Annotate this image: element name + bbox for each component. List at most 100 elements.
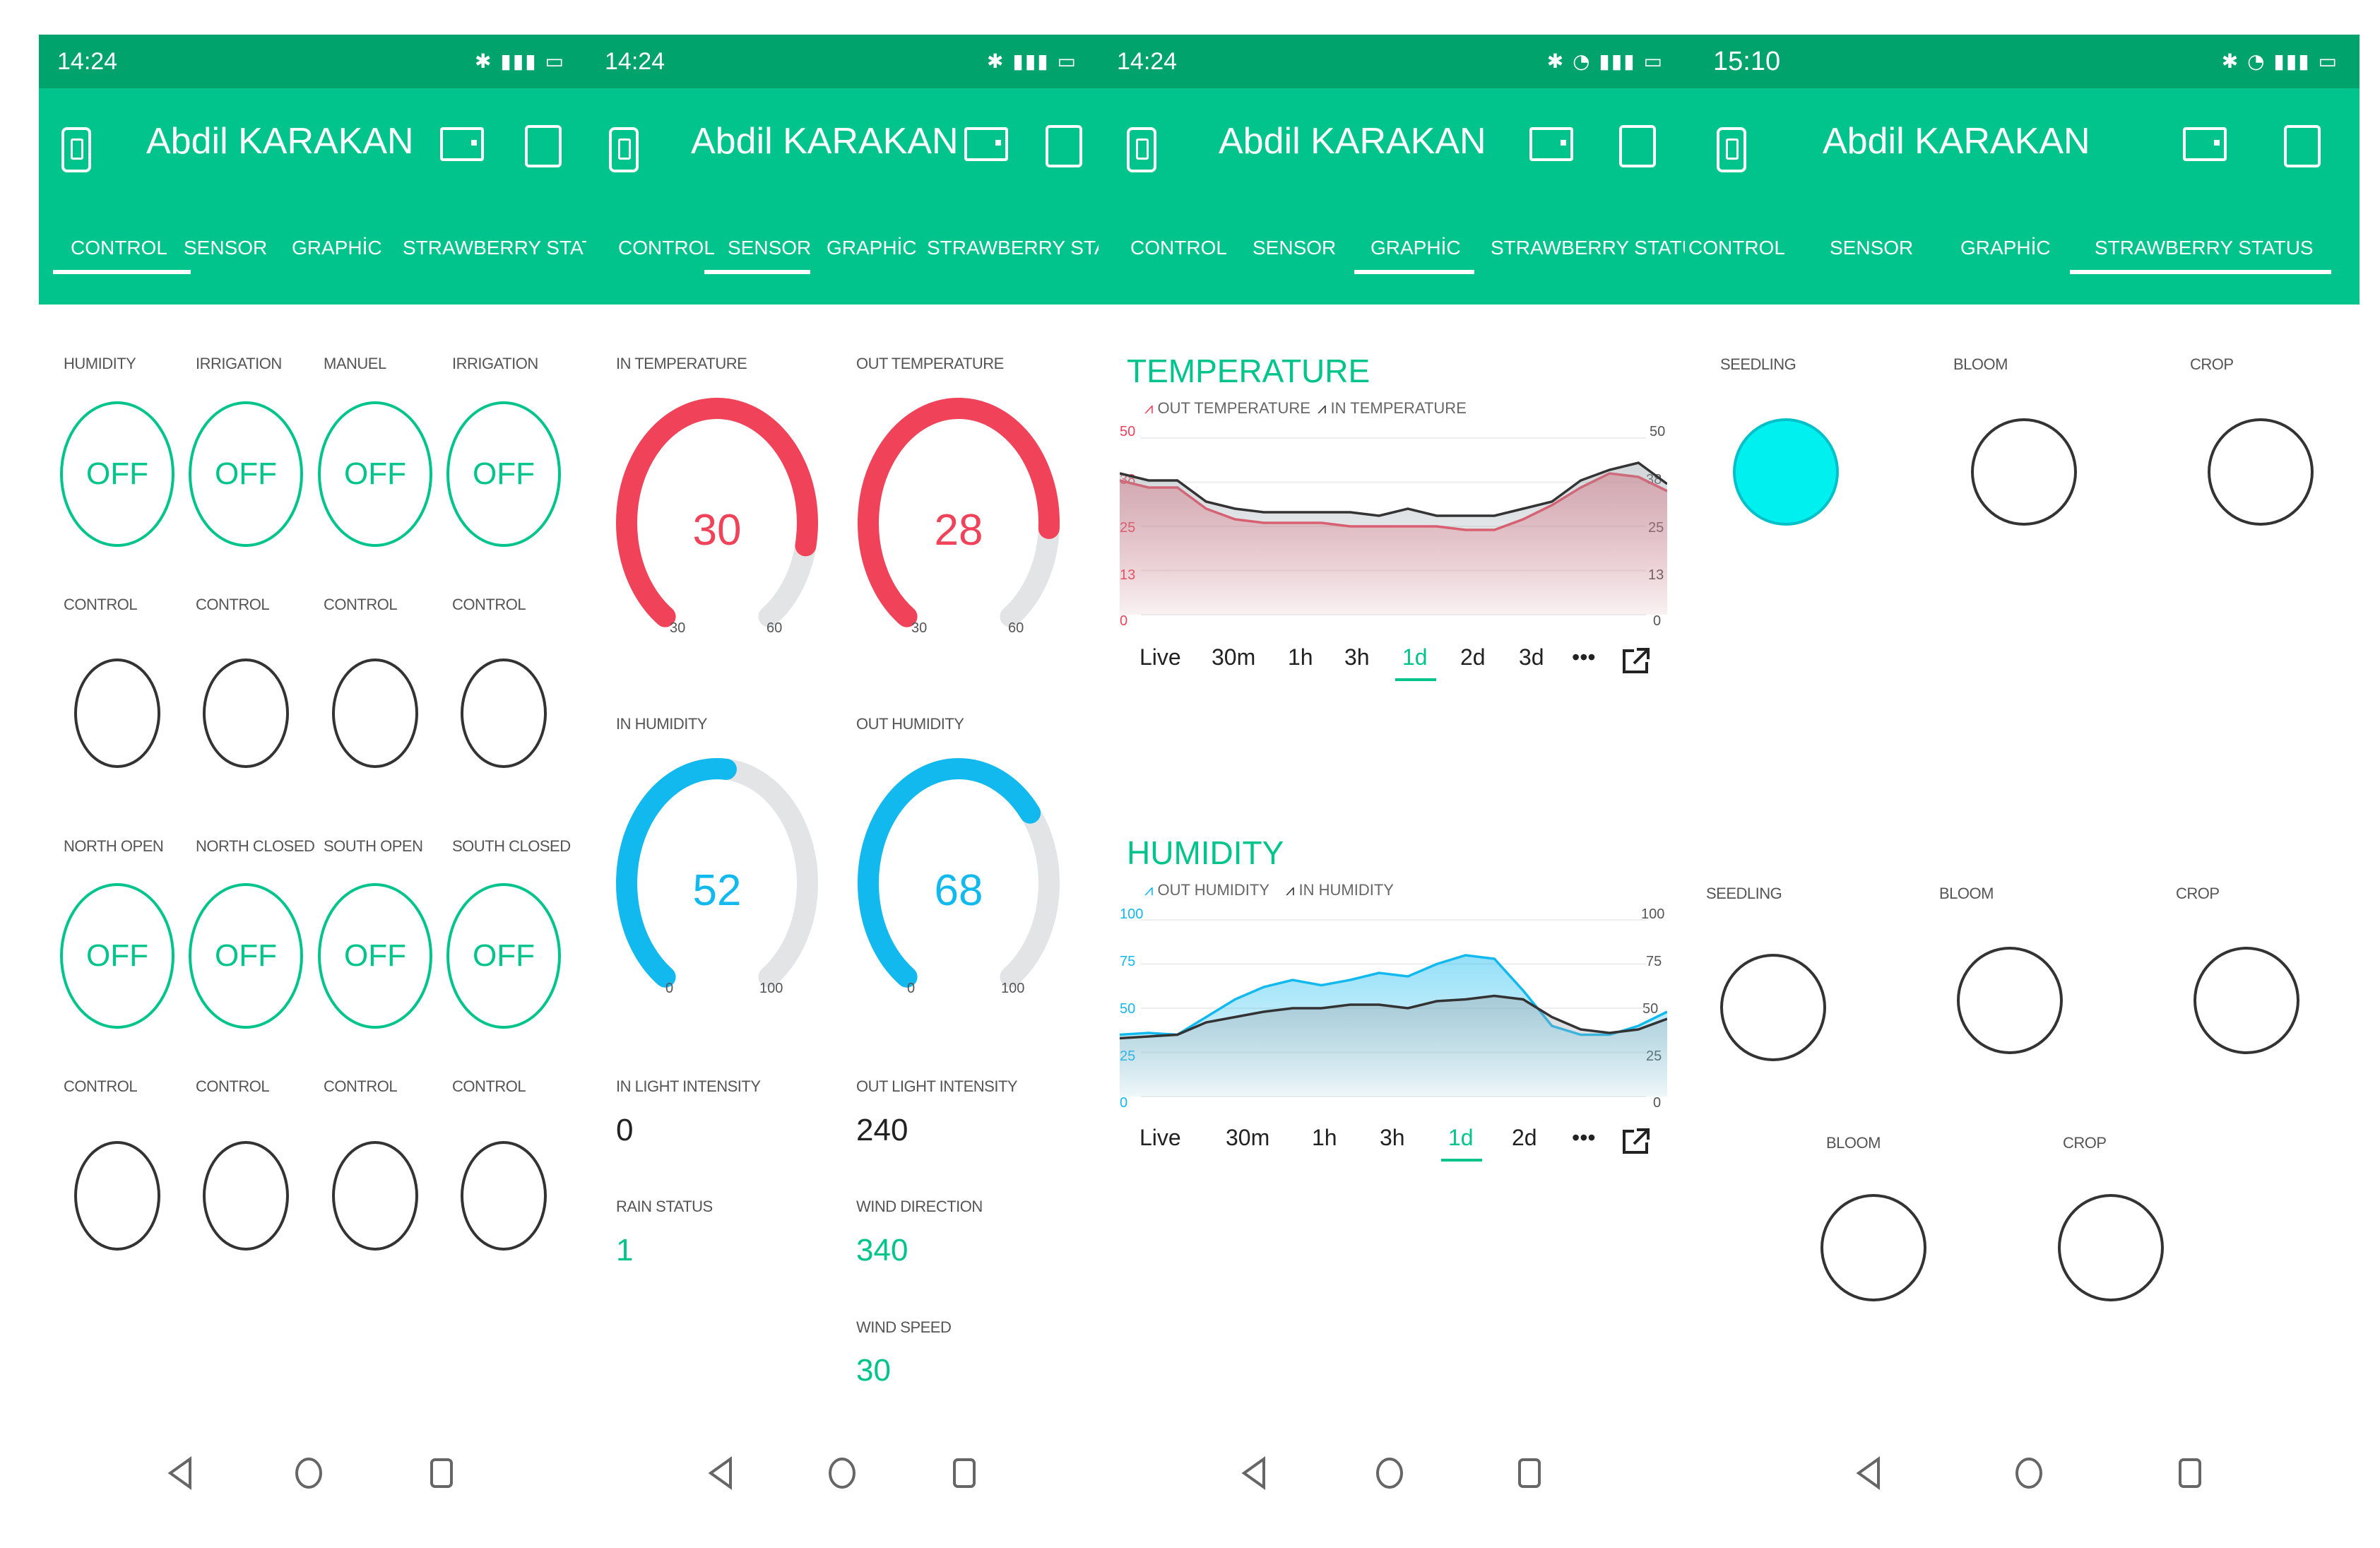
control-led [74, 1141, 160, 1251]
label-wind-direction: WIND DIRECTION [856, 1198, 983, 1215]
range-live[interactable]: Live [1139, 644, 1181, 670]
phone-icon[interactable] [1717, 127, 1746, 172]
irrigation-toggle[interactable]: OFF [189, 401, 303, 547]
edit-icon[interactable] [2284, 125, 2321, 167]
back-icon[interactable] [1240, 1455, 1268, 1491]
panel-sensor: 14:24 ✱ ▮▮▮ ▭ Abdil KARAKAN CONTROL SENS… [586, 0, 1099, 1548]
panel-strawberry-status: 15:10 ✱ ◔ ▮▮▮ ▭ Abdil KARAKAN CONTROL SE… [1685, 0, 2360, 1548]
temperature-chart-title: TEMPERATURE [1127, 353, 1370, 389]
tab-sensor[interactable]: SENSOR [728, 237, 812, 259]
y-tick: 0 [1653, 613, 1662, 629]
label-crop: CROP [2190, 355, 2234, 373]
tab-control[interactable]: CONTROL [1688, 237, 1785, 259]
home-icon[interactable] [827, 1455, 858, 1491]
home-icon[interactable] [2013, 1455, 2044, 1491]
recents-icon[interactable] [2176, 1455, 2204, 1491]
tab-graphic[interactable]: GRAPHİC [827, 237, 917, 259]
range-active-indicator [1395, 678, 1436, 681]
expand-icon[interactable] [1621, 646, 1651, 675]
range-3d[interactable]: 3d [1519, 644, 1544, 670]
more-icon[interactable]: ••• [1572, 1125, 1596, 1150]
tab-graphic[interactable]: GRAPHİC [1960, 237, 2051, 259]
y-tick: 0 [1653, 1095, 1662, 1111]
recents-icon[interactable] [1515, 1455, 1544, 1491]
series-area-1 [1120, 995, 1667, 1097]
range-30m[interactable]: 30m [1226, 1125, 1270, 1150]
label-control: CONTROL [452, 596, 526, 613]
gauge-max: 100 [759, 981, 783, 996]
app-title: Abdil KARAKAN [691, 121, 959, 162]
tab-strawberry-status[interactable]: STRAWBERRY STATUS [403, 237, 586, 259]
back-icon[interactable] [166, 1455, 194, 1491]
range-1d[interactable]: 1d [1402, 644, 1428, 670]
more-icon[interactable]: ••• [1572, 644, 1596, 670]
range-1h[interactable]: 1h [1312, 1125, 1337, 1150]
tab-graphic[interactable]: GRAPHİC [1370, 237, 1461, 259]
gauge-fill [616, 758, 737, 988]
label-manuel: MANUEL [324, 355, 386, 372]
tab-control[interactable]: CONTROL [618, 237, 715, 259]
label-control: CONTROL [64, 596, 138, 613]
label-control: CONTROL [196, 1077, 270, 1095]
range-30m[interactable]: 30m [1212, 644, 1256, 670]
back-icon[interactable] [1854, 1455, 1883, 1491]
status-icons: ✱ ▮▮▮ ▭ [987, 49, 1077, 73]
tab-sensor[interactable]: SENSOR [1253, 237, 1337, 259]
range-active-indicator [1441, 1159, 1482, 1162]
range-1d[interactable]: 1d [1448, 1125, 1474, 1150]
device-icon[interactable] [440, 127, 484, 161]
control-led [461, 658, 547, 768]
humidity-toggle[interactable]: OFF [60, 401, 174, 547]
home-icon[interactable] [293, 1455, 324, 1491]
wind-direction-value: 340 [856, 1233, 908, 1268]
device-icon[interactable] [964, 127, 1008, 161]
app-title: Abdil KARAKAN [1823, 121, 2090, 162]
phone-icon[interactable] [61, 127, 91, 172]
edit-icon[interactable] [525, 125, 562, 167]
home-icon[interactable] [1374, 1455, 1405, 1491]
edit-icon[interactable] [1619, 125, 1656, 167]
label-out-humidity: OUT HUMIDITY [856, 715, 964, 733]
device-icon[interactable] [1529, 127, 1573, 161]
range-3h[interactable]: 3h [1380, 1125, 1405, 1150]
clock: 14:24 [57, 48, 118, 75]
app-title: Abdil KARAKAN [1219, 121, 1486, 162]
tab-sensor[interactable]: SENSOR [184, 237, 268, 259]
range-live[interactable]: Live [1139, 1125, 1181, 1150]
label-bloom: BLOOM [1939, 885, 1994, 902]
tab-strawberry-status[interactable]: STRAWBERRY STATUS [2095, 237, 2314, 259]
clock: 15:10 [1713, 47, 1781, 76]
range-2d[interactable]: 2d [1512, 1125, 1537, 1150]
tab-control[interactable]: CONTROL [71, 237, 167, 259]
label-rain-status: RAIN STATUS [616, 1198, 713, 1215]
range-3h[interactable]: 3h [1344, 644, 1370, 670]
tab-control[interactable]: CONTROL [1130, 237, 1227, 259]
north-closed-toggle[interactable]: OFF [189, 883, 303, 1029]
recents-icon[interactable] [427, 1455, 456, 1491]
expand-icon[interactable] [1621, 1127, 1651, 1155]
south-closed-toggle[interactable]: OFF [446, 883, 561, 1029]
tab-sensor[interactable]: SENSOR [1830, 237, 1914, 259]
back-icon[interactable] [706, 1455, 735, 1491]
in-light-intensity-value: 0 [616, 1113, 634, 1147]
tab-strawberry-status[interactable]: STRAWBERRY STATUS [927, 237, 1099, 259]
series-line-1 [1120, 461, 1667, 517]
phone-icon[interactable] [1127, 127, 1156, 172]
south-open-toggle[interactable]: OFF [318, 883, 432, 1029]
range-2d[interactable]: 2d [1460, 644, 1486, 670]
range-1h[interactable]: 1h [1288, 644, 1313, 670]
recents-icon[interactable] [950, 1455, 978, 1491]
out-humidity-gauge [858, 758, 1060, 988]
edit-icon[interactable] [1046, 125, 1082, 167]
phone-icon[interactable] [609, 127, 639, 172]
status-bar: 14:24 ✱ ▮▮▮ ▭ [586, 35, 1099, 88]
tab-strawberry-status[interactable]: STRAWBERRY STATUS [1491, 237, 1685, 259]
legend-in-humidity: ⩘ IN HUMIDITY [1286, 881, 1394, 899]
y-tick: 50 [1120, 424, 1136, 439]
gauge-fill [858, 398, 1060, 627]
north-open-toggle[interactable]: OFF [60, 883, 174, 1029]
device-icon[interactable] [2183, 127, 2227, 161]
tab-graphic[interactable]: GRAPHİC [292, 237, 382, 259]
irrigation-2-toggle[interactable]: OFF [446, 401, 561, 547]
manuel-toggle[interactable]: OFF [318, 401, 432, 547]
